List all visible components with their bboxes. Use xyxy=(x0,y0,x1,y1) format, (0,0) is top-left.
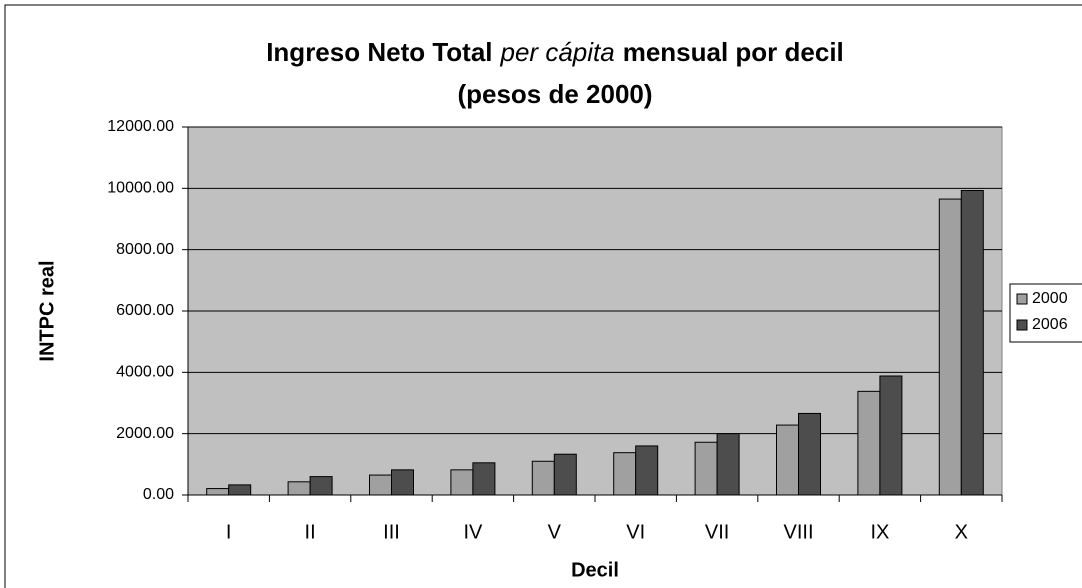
y-axis-label: INTPC real xyxy=(36,260,58,361)
bar xyxy=(450,469,474,496)
x-tick-label: I xyxy=(226,521,232,543)
bar xyxy=(553,453,577,496)
bar xyxy=(960,189,984,496)
x-tick-label: IV xyxy=(463,521,483,543)
bar xyxy=(857,390,881,496)
y-tick-label: 10000.00 xyxy=(107,180,174,197)
bar xyxy=(228,484,252,496)
x-tick-label: VI xyxy=(626,521,645,543)
y-tick-label: 2000.00 xyxy=(116,425,174,442)
title-part: mensual por decil xyxy=(623,37,844,67)
legend-label: 2006 xyxy=(1032,316,1068,333)
x-tick-label: VII xyxy=(705,521,729,543)
title-part: Ingreso Neto Total xyxy=(266,37,492,67)
y-tick-label: 8000.00 xyxy=(116,241,174,258)
title-italic: per cápita xyxy=(500,37,615,67)
x-tick-label: III xyxy=(383,521,400,543)
bar xyxy=(798,412,821,496)
legend-swatch xyxy=(1016,293,1028,305)
bar xyxy=(369,474,392,496)
legend-box xyxy=(1009,283,1082,343)
y-tick-label: 6000.00 xyxy=(116,302,174,319)
bar xyxy=(694,441,718,496)
bar xyxy=(391,469,414,496)
bar xyxy=(879,375,903,496)
x-tick-label: VIII xyxy=(783,521,813,543)
chart-subtitle: (pesos de 2000) xyxy=(457,79,652,109)
x-axis-label: Decil xyxy=(571,559,619,581)
bar xyxy=(287,481,311,496)
bar xyxy=(938,198,962,496)
chart-title: Ingreso Neto Total per cápita mensual por … xyxy=(266,37,844,67)
bar xyxy=(776,424,799,496)
x-tick-label: II xyxy=(305,521,316,543)
y-tick-label: 12000.00 xyxy=(107,118,174,135)
y-tick-label: 4000.00 xyxy=(116,364,174,381)
bar xyxy=(206,488,230,496)
legend-label: 2000 xyxy=(1032,290,1068,307)
y-tick-label: 0.00 xyxy=(143,486,174,503)
bar xyxy=(613,452,637,496)
legend-swatch xyxy=(1016,319,1028,331)
x-tick-label: IX xyxy=(870,521,889,543)
x-tick-label: V xyxy=(548,521,562,543)
x-tick-label: X xyxy=(955,521,968,543)
bar xyxy=(635,445,659,496)
bar xyxy=(531,460,555,496)
bar xyxy=(716,433,740,496)
bar xyxy=(472,462,496,496)
bar xyxy=(309,476,333,496)
